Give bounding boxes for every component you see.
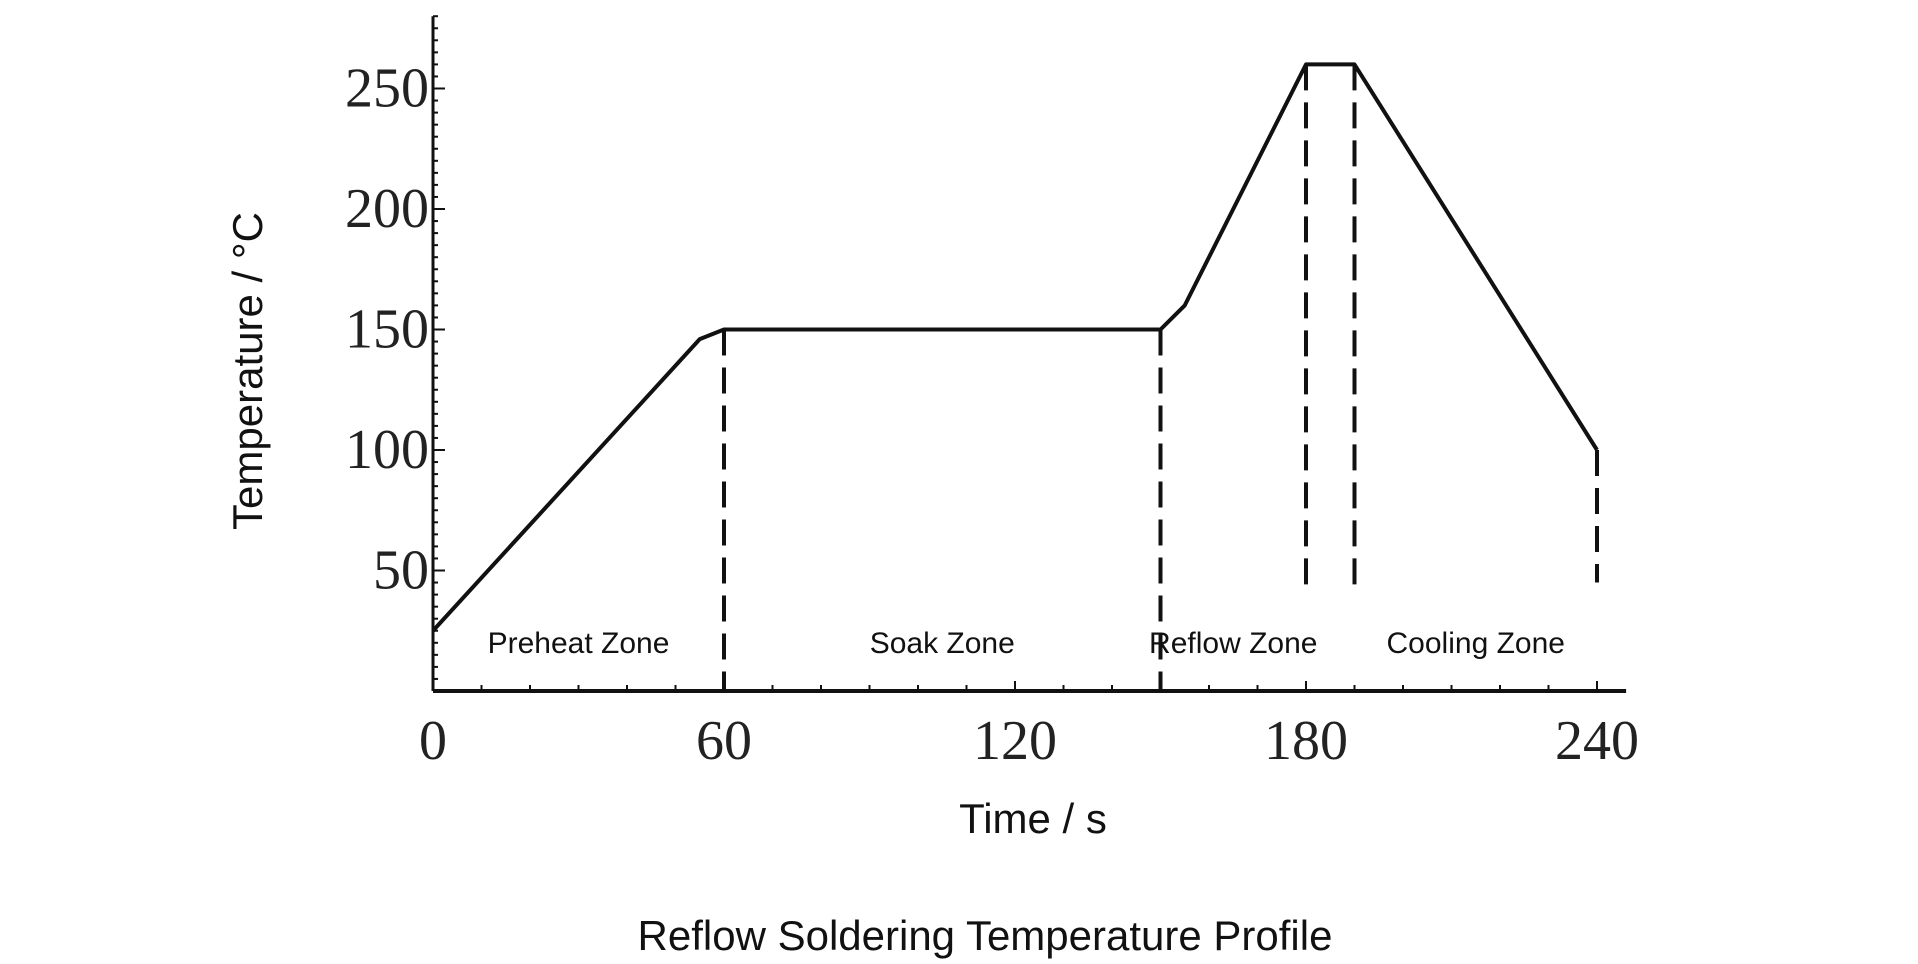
chart-title: Reflow Soldering Temperature Profile: [638, 912, 1333, 959]
x-tick-label: 180: [1264, 710, 1348, 772]
axes: 0 60 120 180 240 50 100 150 200 250: [345, 15, 1639, 772]
y-tick-label: 150: [345, 299, 429, 361]
x-tick-label: 0: [419, 710, 447, 772]
y-tick-label: 100: [345, 419, 429, 481]
y-tick-label: 50: [373, 540, 429, 602]
zone-label: Cooling Zone: [1387, 627, 1565, 660]
x-tick-label: 60: [696, 710, 752, 772]
y-tick-label: 200: [345, 178, 429, 240]
y-tick-label: 250: [345, 58, 429, 120]
zone-label: Preheat Zone: [488, 627, 670, 660]
x-axis-label: Time / s: [959, 795, 1107, 842]
zone-label: Reflow Zone: [1149, 627, 1317, 660]
x-tick-label: 240: [1555, 710, 1639, 772]
zone-label: Soak Zone: [870, 627, 1015, 660]
temperature-line: [431, 62, 1599, 633]
marks: Preheat Zone Soak Zone Reflow Zone Cooling …: [431, 62, 1599, 691]
x-tick-label: 120: [973, 710, 1057, 772]
y-axis-label: Temperature / °C: [224, 212, 271, 530]
